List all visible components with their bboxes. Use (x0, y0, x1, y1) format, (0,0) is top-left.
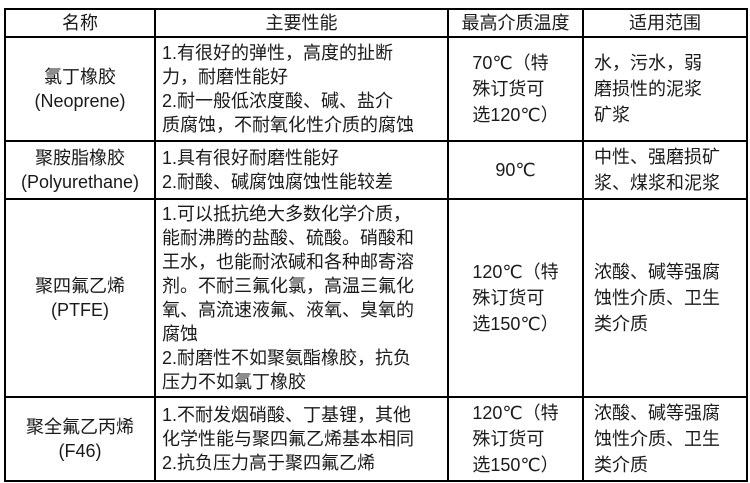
cell-material-name: 氯丁橡胶 (Neoprene) (4, 36, 156, 142)
lining-material-spec-table: 名称 主要性能 最高介质温度 适用范围 氯丁橡胶 (Neoprene) 1.有很… (4, 8, 748, 482)
table-row: 聚全氟乙丙烯 (F46) 1.不耐发烟硝酸、丁基锂，其他 化学性能与聚四氟乙烯基… (4, 396, 748, 482)
column-header-performance: 主要性能 (154, 8, 449, 38)
cell-material-name: 聚胺脂橡胶 (Polyurethane) (4, 140, 156, 200)
cell-applicable-range: 水，污水，弱 磨损性的泥浆 矿浆 (582, 36, 748, 142)
temperature-text: 120℃（特 殊订货可 选150℃） (472, 403, 559, 475)
cell-material-name: 聚四氟乙烯 (PTFE) (4, 198, 156, 398)
cell-max-temperature: 90℃ (447, 140, 584, 200)
temperature-text: 120℃（特 殊订货可 选150℃） (472, 262, 559, 334)
cell-max-temperature: 120℃（特 殊订货可 选150℃） (447, 396, 584, 482)
cell-max-temperature: 70℃（特 殊订货可 选120℃） (447, 36, 584, 142)
cell-max-temperature: 120℃（特 殊订货可 选150℃） (447, 198, 584, 398)
cell-performance: 1.具有很好耐磨性能好 2.耐酸、碱腐蚀腐蚀性能较差 (154, 140, 449, 200)
temperature-text: 90℃ (495, 160, 536, 180)
column-header-name: 名称 (4, 8, 156, 38)
column-header-temperature: 最高介质温度 (447, 8, 584, 38)
cell-applicable-range: 浓酸、碱等强腐 蚀性介质、卫生 类介质 (582, 396, 748, 482)
cell-material-name: 聚全氟乙丙烯 (F46) (4, 396, 156, 482)
table-row: 聚胺脂橡胶 (Polyurethane) 1.具有很好耐磨性能好 2.耐酸、碱腐… (4, 140, 748, 200)
table-row: 聚四氟乙烯 (PTFE) 1.可以抵抗绝大多数化学介质， 能耐沸腾的盐酸、硫酸。… (4, 198, 748, 398)
table-row: 氯丁橡胶 (Neoprene) 1.有很好的弹性，高度的扯断 力，耐磨性能好 2… (4, 36, 748, 142)
cell-performance: 1.可以抵抗绝大多数化学介质， 能耐沸腾的盐酸、硫酸。硝酸和 王水，也能耐浓碱和… (154, 198, 449, 398)
cell-performance: 1.有很好的弹性，高度的扯断 力，耐磨性能好 2.耐一般低浓度酸、碱、盐介 质腐… (154, 36, 449, 142)
cell-performance: 1.不耐发烟硝酸、丁基锂，其他 化学性能与聚四氟乙烯基本相同 2.抗负压力高于聚… (154, 396, 449, 482)
column-header-range: 适用范围 (582, 8, 748, 38)
temperature-text: 70℃（特 殊订货可 选120℃） (472, 53, 559, 125)
cell-applicable-range: 浓酸、碱等强腐 蚀性介质、卫生 类介质 (582, 198, 748, 398)
cell-applicable-range: 中性、强磨损矿 浆、煤浆和泥浆 (582, 140, 748, 200)
table-header-row: 名称 主要性能 最高介质温度 适用范围 (4, 8, 748, 38)
